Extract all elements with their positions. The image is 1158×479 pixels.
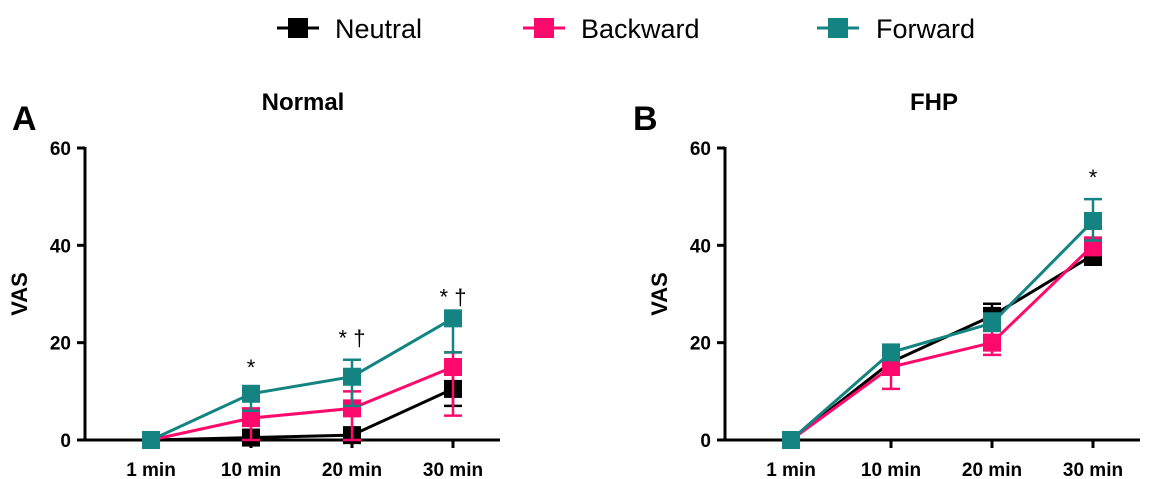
data-point-backward [242,409,260,428]
series-forward [142,309,462,449]
x-tick-label: 20 min [322,460,382,479]
x-tick-label: 1 min [766,460,816,479]
series-line-neutral [790,253,1094,442]
x-tick-label: 1 min [126,460,176,479]
series-line-forward [150,317,454,442]
y-tick-label: 0 [60,431,71,452]
x-tick-label: 20 min [962,460,1022,479]
series-line-backward [150,365,454,442]
panel-b: B FHP 0 20 40 60 VAS 1 min 10 min 20 min 30 min * [633,89,1140,479]
x-tick-label: 10 min [221,460,281,479]
y-tick-label: 40 [50,236,71,257]
data-point-backward [444,358,462,376]
significance-annotation: * † [440,284,467,309]
legend-marker-neutral [288,18,308,38]
significance-annotation: * [247,355,256,380]
legend-label-forward: Forward [876,14,975,44]
significance-annotation: * [1089,165,1098,190]
x-tick-label: 30 min [423,460,483,479]
data-point-forward [142,431,160,449]
series-backward [142,351,462,449]
series-line-forward [790,219,1095,442]
x-tick-label: 30 min [1063,460,1123,479]
legend-marker-forward [828,18,848,38]
legend-label-backward: Backward [581,14,700,44]
y-tick-label: 60 [50,139,71,160]
significance-annotation: * † [339,326,366,351]
legend: Neutral Backward Forward [277,14,975,44]
panel-letter: B [633,100,658,138]
y-tick-label: 0 [700,431,711,452]
y-tick-label: 20 [690,334,711,355]
series-neutral [782,244,1102,449]
series-forward [782,197,1102,449]
data-point-forward [1084,212,1102,230]
x-tick-label: 10 min [861,460,921,479]
data-point-backward [983,333,1001,352]
data-point-forward [882,343,900,362]
series-line-neutral [150,387,454,442]
data-point-forward [343,367,361,386]
panel-a: A Normal 0 20 40 60 VAS 1 min 10 min 20 min 30 min… [7,89,500,479]
data-point-forward [983,314,1001,333]
data-point-forward [782,431,800,449]
y-tick-label: 60 [690,139,711,160]
panel-title: Normal [262,89,345,116]
data-point-backward [882,358,900,376]
data-point-forward [242,384,260,403]
y-tick-label: 20 [50,334,71,355]
y-tick-label: 40 [690,236,711,257]
y-axis-label: VAS [647,272,672,316]
legend-label-neutral: Neutral [335,14,422,44]
series-backward [782,236,1102,449]
data-point-forward [444,309,462,328]
y-axis-label: VAS [7,272,32,316]
panel-letter: A [12,100,37,138]
legend-marker-backward [534,18,554,38]
data-point-backward [343,399,361,418]
series-line-backward [790,244,1095,442]
panel-title: FHP [910,89,958,116]
